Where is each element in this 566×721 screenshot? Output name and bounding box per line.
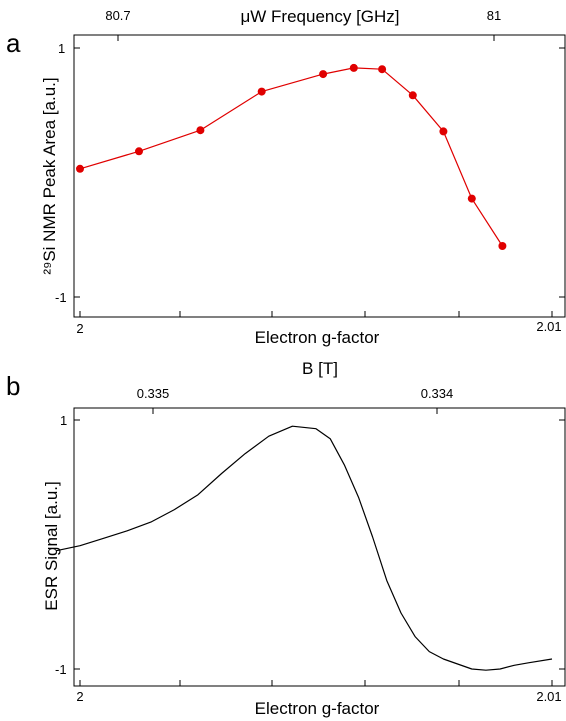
panel-b-x-tick-label-1: 2.01 <box>536 689 561 704</box>
panel-b-top-axis-title: B [T] <box>302 359 338 378</box>
panel-a-data-point-5 <box>349 63 358 72</box>
panel-a-series <box>76 63 507 250</box>
panel-a-data-point-0 <box>76 164 84 173</box>
panel-a-data-point-6 <box>378 65 387 74</box>
panel-a-data-point-2 <box>196 126 205 135</box>
panel-b: b B [T] 0.335 0.334 1 -1 2 2.01 Electron… <box>6 359 566 718</box>
panel-a-y-tick-label-1: -1 <box>55 290 67 305</box>
panel-a-data-point-3 <box>257 87 266 96</box>
panel-b-top-tick-label-1: 0.334 <box>421 386 454 401</box>
panel-a-series-line <box>79 67 503 247</box>
panel-b-series-line <box>56 425 553 671</box>
panel-a-y-tick-label-0: 1 <box>58 41 65 56</box>
panel-a-x-tick-label-1: 2.01 <box>536 319 561 334</box>
panel-a-data-point-4 <box>319 70 328 79</box>
panel-b-x-axis-title: Electron g-factor <box>255 699 380 718</box>
panel-a-top-tick-label-1: 81 <box>487 8 501 23</box>
panel-b-series <box>56 425 553 671</box>
panel-a-data-point-1 <box>135 147 143 156</box>
panel-b-x-tick-label-0: 2 <box>76 689 83 704</box>
panel-b-top-tick-label-0: 0.335 <box>137 386 170 401</box>
panel-a-top-tick-label-0: 80.7 <box>105 8 130 23</box>
panel-a-data-point-10 <box>498 242 507 250</box>
panel-a-data-point-8 <box>439 127 448 136</box>
panel-a-letter: a <box>6 28 21 58</box>
panel-a-y-axis-title: ²⁹Si NMR Peak Area [a.u.] <box>40 77 59 274</box>
panel-a-x-tick-label-0: 2 <box>76 321 83 336</box>
panel-a-data-point-7 <box>408 91 417 100</box>
panel-a-data-point-9 <box>467 194 476 203</box>
panel-b-tick-marks <box>74 408 565 686</box>
panel-a-x-axis-title: Electron g-factor <box>255 328 380 347</box>
panel-b-plot-frame <box>73 407 566 687</box>
panel-b-y-tick-label-0: 1 <box>60 413 67 428</box>
panel-a-plot-frame <box>73 34 566 318</box>
panel-a: a μW Frequency [GHz] 80.7 81 1 -1 2 2.01… <box>6 7 566 347</box>
panel-b-y-tick-label-1: -1 <box>55 662 67 677</box>
panel-b-letter: b <box>6 371 20 401</box>
panel-a-top-axis-title: μW Frequency [GHz] <box>240 7 399 26</box>
panel-b-y-axis-title: ESR Signal [a.u.] <box>42 481 61 610</box>
panel-a-tick-marks <box>74 35 565 317</box>
